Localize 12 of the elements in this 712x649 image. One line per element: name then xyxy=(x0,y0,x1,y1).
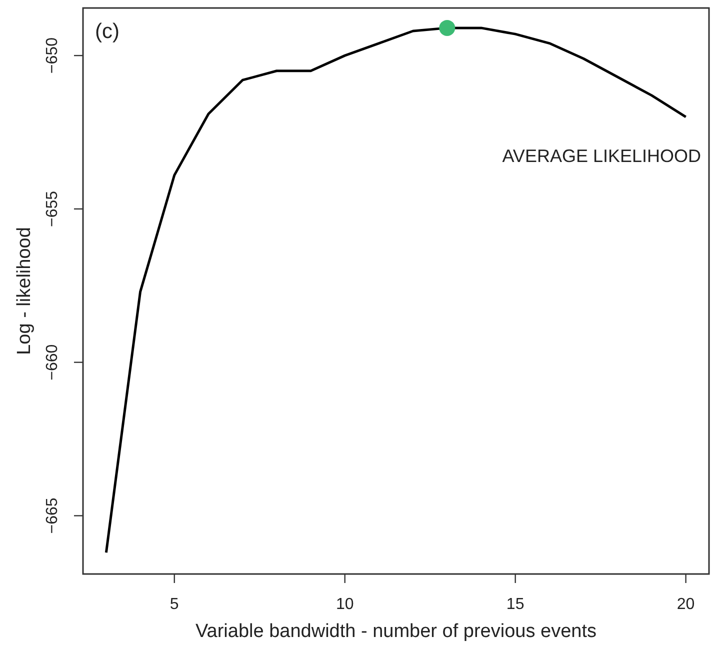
y-tick-label: −655 xyxy=(44,190,61,227)
x-axis-title: Variable bandwidth - number of previous events xyxy=(196,621,596,642)
annotation: (c) xyxy=(95,20,120,43)
x-tick-label: 20 xyxy=(676,596,695,613)
y-tick-label: −660 xyxy=(44,344,61,380)
x-tick-label: 15 xyxy=(506,596,524,613)
y-tick-label: −665 xyxy=(44,498,61,534)
annotation: AVERAGE LIKELIHOOD xyxy=(502,146,701,166)
y-tick-label: −650 xyxy=(44,37,61,74)
x-tick-label: 10 xyxy=(336,596,354,613)
y-axis-title: Log - likelihood xyxy=(14,227,35,355)
x-tick-label: 5 xyxy=(170,596,179,613)
